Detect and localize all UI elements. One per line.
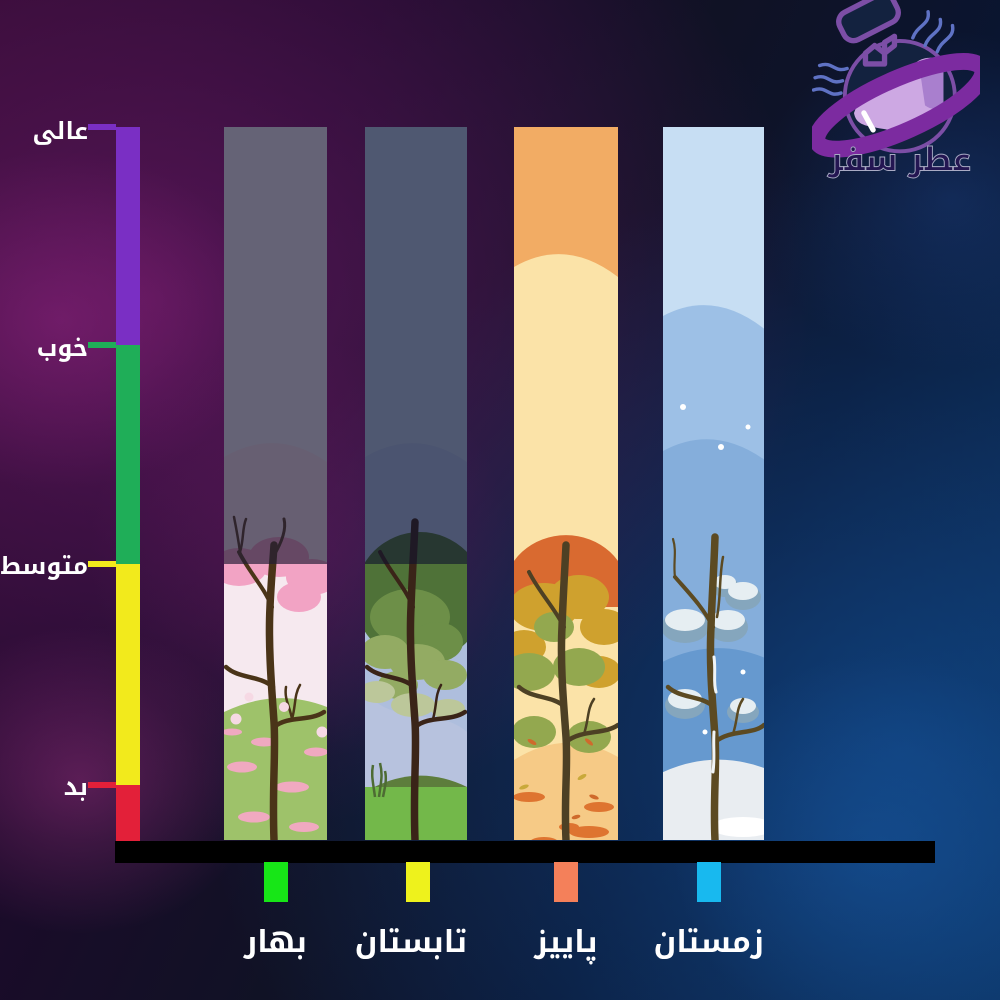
svg-text:عطر سفر: عطر سفر	[826, 129, 971, 182]
